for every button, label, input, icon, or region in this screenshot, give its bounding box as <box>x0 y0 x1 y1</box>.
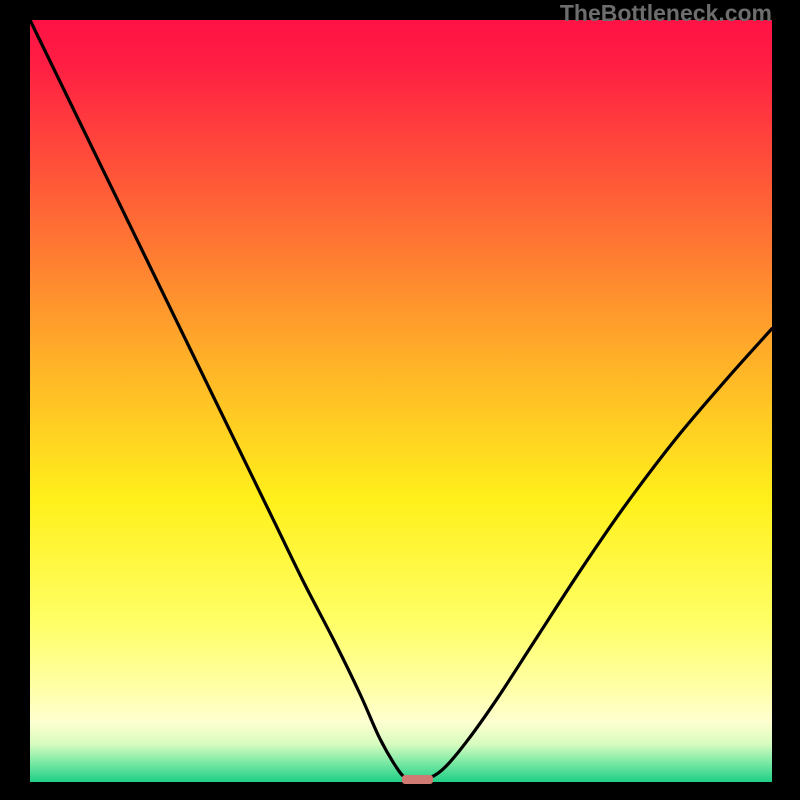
bottleneck-curve <box>0 0 800 800</box>
chart-frame: TheBottleneck.com <box>0 0 800 800</box>
watermark-text: TheBottleneck.com <box>560 0 772 27</box>
minimum-marker <box>402 775 433 784</box>
